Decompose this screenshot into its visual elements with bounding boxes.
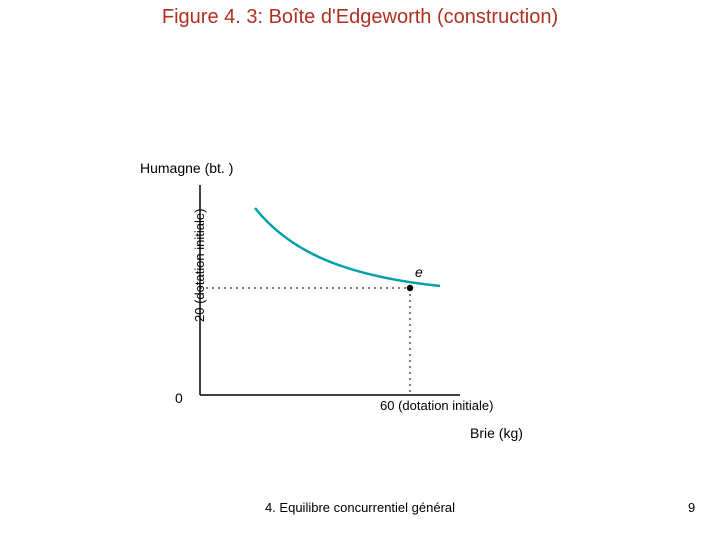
footer-caption: 4. Equilibre concurrentiel général: [0, 500, 720, 515]
slide: Figure 4. 3: Boîte d'Edgeworth (construc…: [0, 0, 720, 540]
origin-label: 0: [175, 390, 183, 406]
point-e-label: e: [415, 264, 423, 280]
page-number: 9: [688, 500, 695, 515]
indifference-curve: [255, 208, 440, 286]
y-endowment-label: 20 (dotation initiale): [192, 209, 207, 322]
diagram-svg: [0, 0, 720, 540]
x-axis-label: Brie (kg): [470, 425, 523, 441]
y-axis-label: Humagne (bt. ): [140, 160, 233, 176]
x-endowment-label: 60 (dotation initiale): [380, 398, 493, 413]
endowment-point: [407, 285, 413, 291]
